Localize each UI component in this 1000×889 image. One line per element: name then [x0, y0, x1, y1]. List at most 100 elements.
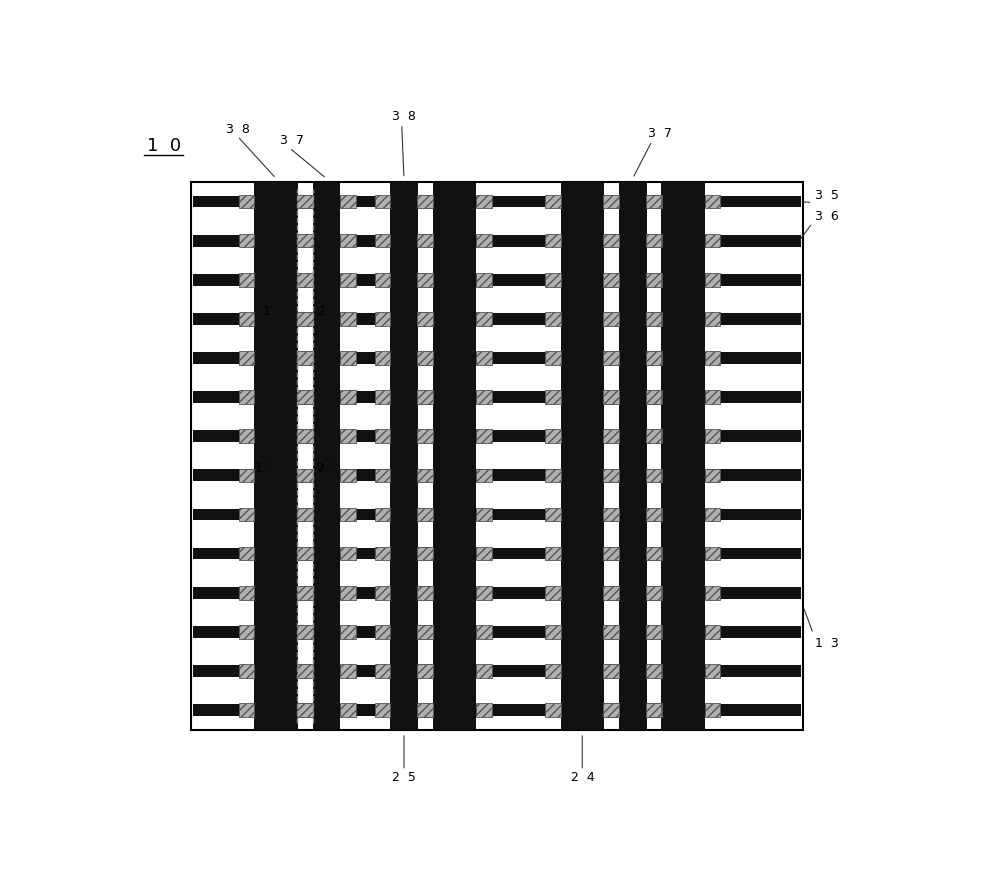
Bar	[418, 703, 433, 717]
Bar	[646, 429, 661, 443]
Bar	[476, 391, 561, 403]
Bar	[375, 390, 390, 404]
Bar	[661, 182, 705, 730]
Bar	[647, 195, 662, 208]
Bar	[390, 182, 418, 730]
Bar	[545, 234, 561, 247]
Bar	[239, 508, 254, 521]
Text: 3  8: 3 8	[392, 110, 416, 124]
Bar	[418, 195, 433, 208]
Bar	[340, 196, 390, 207]
Bar	[646, 469, 661, 482]
Bar	[340, 586, 356, 599]
Bar	[647, 430, 661, 442]
Bar	[476, 429, 492, 443]
Bar	[647, 351, 662, 364]
Bar	[646, 664, 661, 677]
Bar	[476, 274, 561, 285]
Bar	[647, 703, 662, 717]
Bar	[340, 625, 356, 638]
Bar	[561, 182, 604, 730]
Bar	[476, 703, 492, 717]
Bar	[705, 351, 720, 364]
Bar	[375, 703, 390, 717]
Bar	[340, 352, 390, 364]
Bar	[433, 182, 476, 730]
Bar	[604, 234, 619, 247]
Bar	[545, 195, 561, 208]
Text: 3  6: 3 6	[815, 210, 838, 222]
Text: 1: 1	[263, 306, 270, 318]
Bar	[705, 390, 720, 404]
Bar	[476, 312, 492, 325]
Bar	[193, 587, 254, 598]
Bar	[647, 234, 662, 247]
Text: 1  0: 1 0	[147, 137, 181, 156]
Text: 3  7: 3 7	[280, 134, 304, 148]
Bar	[417, 547, 433, 560]
Bar	[193, 469, 254, 481]
Bar	[705, 665, 801, 677]
Bar	[705, 235, 801, 246]
Bar	[193, 626, 254, 637]
Bar	[375, 351, 390, 364]
Bar	[705, 586, 720, 599]
Bar	[297, 586, 313, 599]
Bar	[545, 508, 561, 521]
Bar	[298, 625, 313, 638]
Bar	[417, 703, 433, 717]
Bar	[298, 547, 313, 560]
Bar	[604, 625, 619, 638]
Bar	[298, 508, 313, 521]
Bar	[705, 430, 801, 442]
Bar	[297, 351, 313, 364]
Bar	[647, 625, 662, 638]
Bar	[298, 586, 313, 599]
Bar	[705, 195, 720, 208]
Bar	[239, 234, 254, 247]
Bar	[603, 586, 619, 599]
Bar	[193, 548, 254, 559]
Bar	[705, 664, 720, 677]
Bar	[476, 665, 561, 677]
Bar	[239, 312, 254, 325]
Bar	[545, 664, 561, 677]
Bar	[646, 508, 661, 521]
Text: 1 ': 1 '	[255, 462, 270, 475]
Bar	[297, 234, 313, 247]
Bar	[193, 196, 254, 207]
Bar	[418, 390, 433, 404]
Bar	[297, 508, 313, 521]
Bar	[604, 195, 619, 208]
Text: 3  5: 3 5	[815, 189, 839, 202]
Bar	[476, 586, 492, 599]
Bar	[193, 352, 254, 364]
Bar	[705, 547, 720, 560]
Bar	[417, 351, 433, 364]
Bar	[298, 390, 313, 404]
Bar	[417, 195, 433, 208]
Bar	[239, 586, 254, 599]
Bar	[705, 234, 720, 247]
Bar	[604, 469, 619, 482]
Bar	[604, 586, 619, 599]
Bar	[476, 587, 561, 598]
Bar	[418, 547, 433, 560]
Bar	[418, 351, 433, 364]
Text: 2 ': 2 '	[317, 462, 332, 475]
Bar	[604, 703, 619, 717]
Bar	[476, 508, 492, 521]
Bar	[545, 312, 561, 325]
Bar	[647, 587, 661, 598]
Bar	[418, 508, 433, 521]
Bar	[647, 313, 661, 324]
Bar	[191, 182, 803, 730]
Bar	[298, 664, 313, 677]
Bar	[705, 625, 720, 638]
Bar	[298, 234, 313, 247]
Bar	[476, 313, 561, 324]
Bar	[375, 586, 390, 599]
Bar	[603, 429, 619, 443]
Bar	[340, 312, 356, 325]
Bar	[340, 195, 356, 208]
